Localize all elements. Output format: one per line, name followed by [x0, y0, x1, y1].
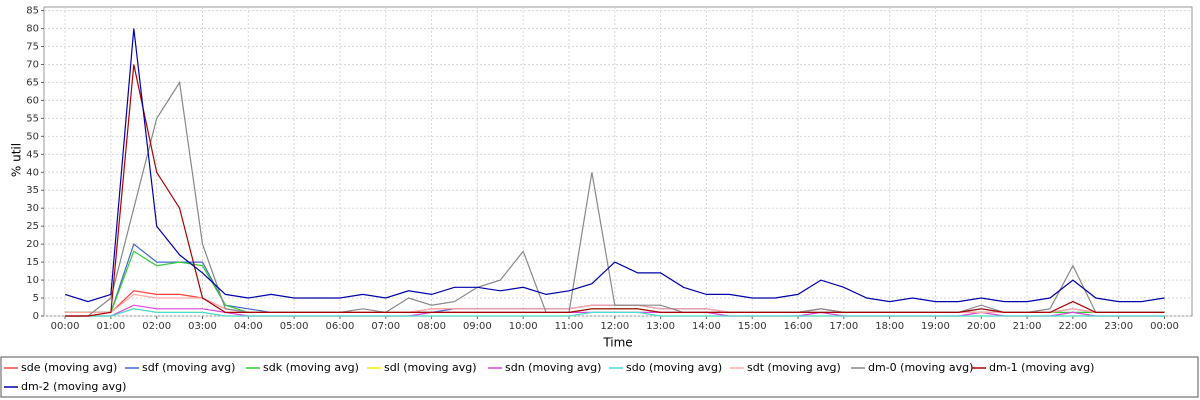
- x-tick-label: 02:00: [142, 321, 171, 332]
- y-tick-label: 20: [26, 239, 39, 250]
- y-tick-label: 35: [26, 185, 39, 196]
- y-tick-label: 70: [26, 59, 39, 70]
- x-tick-label: 16:00: [784, 321, 813, 332]
- x-tick-label: 07:00: [371, 321, 400, 332]
- series-line: [65, 308, 1165, 317]
- x-tick-label: 01:00: [96, 321, 125, 332]
- x-tick-label: 12:00: [600, 321, 629, 332]
- y-tick-label: 10: [26, 275, 39, 286]
- x-tick-label: 15:00: [738, 321, 767, 332]
- series-line: [64, 28, 1165, 303]
- legend-label: sdn (moving avg): [505, 361, 601, 374]
- series-line: [65, 64, 1165, 317]
- legend-label: sdt (moving avg): [747, 361, 841, 374]
- y-tick-label: 50: [26, 131, 39, 142]
- legend-label: sde (moving avg): [21, 361, 117, 374]
- x-tick-label: 06:00: [326, 321, 355, 332]
- x-tick-label: 19:00: [921, 321, 950, 332]
- x-tick-label: 03:00: [188, 321, 217, 332]
- legend-label: sdf (moving avg): [142, 361, 235, 374]
- legend-label: dm-2 (moving avg): [21, 380, 126, 393]
- y-tick-label: 80: [26, 24, 39, 35]
- y-tick-label: 5: [33, 293, 39, 304]
- x-tick-label: 09:00: [463, 321, 492, 332]
- x-tick-label: 10:00: [509, 321, 538, 332]
- legend-label: dm-1 (moving avg): [989, 361, 1094, 374]
- y-tick-label: 15: [26, 257, 39, 268]
- legend: [0, 356, 1199, 398]
- x-tick-label: 00:00: [51, 321, 80, 332]
- x-tick-label: 20:00: [967, 321, 996, 332]
- legend-label: sdk (moving avg): [263, 361, 359, 374]
- x-tick-label: 14:00: [692, 321, 721, 332]
- x-tick-label: 22:00: [1058, 321, 1087, 332]
- legend-label: sdl (moving avg): [384, 361, 477, 374]
- y-tick-label: 55: [26, 113, 39, 124]
- y-tick-label: 85: [26, 6, 39, 17]
- y-tick-label: 45: [26, 149, 39, 160]
- x-tick-label: 00:00: [1150, 321, 1179, 332]
- x-tick-label: 11:00: [555, 321, 584, 332]
- y-tick-label: 0: [33, 311, 39, 322]
- x-tick-label: 04:00: [234, 321, 263, 332]
- x-tick-label: 05:00: [280, 321, 309, 332]
- y-tick-label: 30: [26, 203, 39, 214]
- y-axis-title: % util: [10, 143, 24, 177]
- x-tick-label: 23:00: [1104, 321, 1133, 332]
- legend-label: dm-0 (moving avg): [868, 361, 973, 374]
- x-tick-label: 17:00: [829, 321, 858, 332]
- y-tick-label: 25: [26, 221, 39, 232]
- x-axis-title: Time: [602, 336, 632, 350]
- x-tick-label: 13:00: [646, 321, 675, 332]
- y-tick-label: 75: [26, 42, 39, 53]
- y-tick-label: 60: [26, 95, 39, 106]
- y-tick-label: 40: [26, 167, 39, 178]
- x-tick-label: 18:00: [875, 321, 904, 332]
- legend-label: sdo (moving avg): [626, 361, 722, 374]
- plot-area: [43, 6, 1193, 317]
- x-tick-label: 21:00: [1013, 321, 1042, 332]
- x-tick-label: 08:00: [417, 321, 446, 332]
- y-tick-label: 65: [26, 77, 39, 88]
